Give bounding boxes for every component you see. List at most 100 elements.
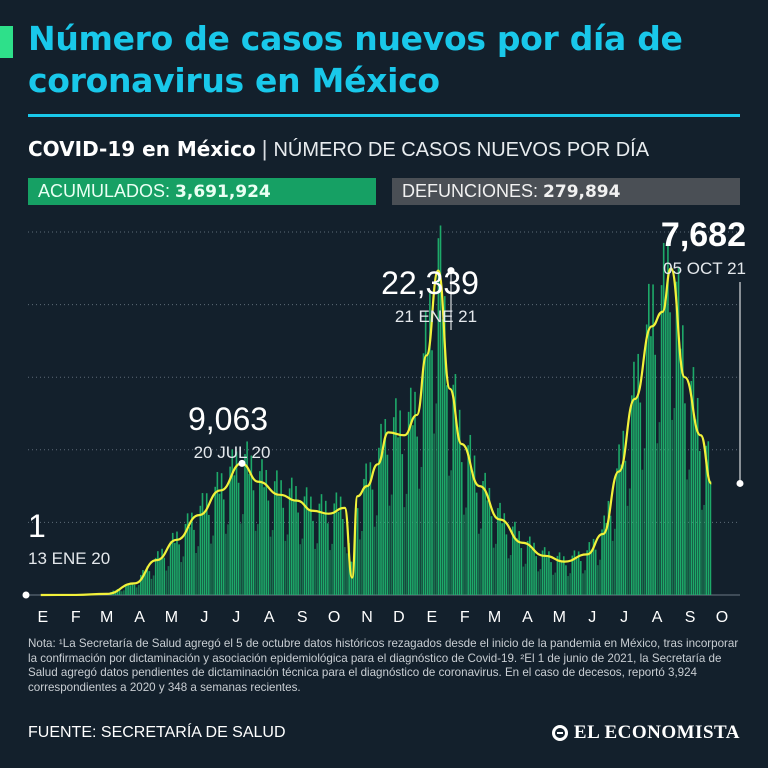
daily-bar — [507, 558, 510, 595]
daily-bar — [261, 459, 263, 595]
daily-bar — [492, 547, 495, 595]
daily-bar — [297, 512, 299, 595]
daily-bar — [131, 582, 134, 595]
daily-bar — [284, 540, 287, 595]
daily-bar — [486, 500, 489, 595]
x-tick-label: N — [361, 609, 373, 626]
daily-bar — [631, 395, 633, 595]
daily-bar — [431, 350, 433, 595]
daily-bar — [450, 470, 452, 595]
daily-bar — [329, 550, 331, 595]
daily-bar — [611, 540, 614, 595]
daily-bar — [543, 547, 546, 595]
daily-bar — [344, 547, 346, 595]
daily-bar — [541, 550, 544, 595]
deaths-value: 279,894 — [543, 182, 621, 202]
daily-bar — [660, 285, 663, 595]
daily-bar — [628, 488, 631, 595]
subtitle-bold: COVID-19 en México — [28, 137, 256, 161]
daily-bar — [671, 419, 673, 595]
daily-bar — [605, 522, 608, 595]
daily-bar — [386, 454, 389, 595]
daily-bar — [537, 571, 540, 595]
daily-bar — [239, 523, 242, 595]
daily-bar — [577, 551, 580, 595]
annotation: 7,682 05 OCT 21 — [661, 216, 746, 487]
daily-bar — [127, 583, 129, 595]
daily-bar — [490, 516, 493, 595]
daily-bar — [142, 570, 144, 595]
daily-bar — [335, 492, 338, 595]
daily-bar — [509, 555, 512, 595]
daily-bar — [295, 486, 297, 595]
x-tick-label: A — [134, 609, 145, 626]
daily-bar — [688, 469, 690, 595]
x-tick-label: M — [553, 609, 566, 626]
daily-bar — [314, 548, 316, 595]
daily-bar — [388, 505, 391, 595]
daily-bar — [588, 542, 591, 595]
daily-bar — [244, 454, 246, 595]
daily-bar — [592, 538, 595, 595]
daily-bar — [305, 487, 308, 595]
daily-bar — [148, 571, 151, 595]
daily-bar — [354, 518, 357, 595]
daily-bar — [235, 451, 238, 595]
x-tick-label: J — [620, 609, 628, 626]
daily-bar — [174, 543, 176, 595]
daily-bar — [307, 509, 310, 595]
daily-bar — [182, 556, 185, 595]
daily-bar — [579, 561, 582, 595]
logo-text: EL ECONOMISTA — [573, 722, 740, 743]
daily-bar — [331, 543, 333, 595]
x-tick-label: J — [200, 609, 208, 626]
chart-annotations: 1 13 ENE 20 9,063 20 JUL 20 22,339 21 ENE 21 7… — [22, 216, 746, 599]
daily-bar — [392, 417, 395, 595]
daily-bar — [567, 576, 569, 595]
daily-bar — [250, 455, 253, 595]
daily-bar — [616, 468, 618, 595]
daily-bar — [371, 489, 374, 595]
subtitle: COVID-19 en México | NÚMERO DE CASOS NUEVO… — [28, 136, 649, 162]
daily-bar — [205, 493, 208, 595]
daily-bar — [441, 319, 444, 595]
daily-bar — [263, 487, 265, 595]
daily-bar — [324, 500, 327, 595]
daily-bar — [227, 524, 229, 595]
daily-bar — [673, 408, 676, 595]
cumulative-label: ACUMULADOS: — [38, 181, 171, 201]
daily-bar — [150, 578, 153, 595]
daily-bar — [242, 514, 244, 595]
daily-bar — [467, 445, 469, 595]
daily-bar — [303, 496, 306, 595]
daily-bar — [484, 472, 486, 595]
daily-bar — [696, 397, 699, 595]
daily-bar — [645, 324, 648, 595]
x-tick-label: O — [328, 609, 340, 626]
accent-bar — [0, 26, 13, 58]
annotation: 1 13 ENE 20 — [22, 508, 110, 599]
daily-bar — [528, 536, 531, 595]
daily-bar — [373, 526, 376, 595]
daily-bar — [125, 585, 127, 595]
daily-bar — [705, 445, 707, 595]
daily-bar — [518, 531, 520, 595]
daily-bar — [550, 562, 552, 595]
daily-bar — [603, 515, 605, 595]
chart-smooth-line — [40, 267, 713, 597]
daily-bar — [159, 557, 161, 595]
cumulative-box: ACUMULADOS: 3,691,924 — [28, 178, 376, 205]
daily-bar — [582, 573, 584, 595]
daily-bar — [409, 387, 412, 595]
daily-bar — [556, 555, 559, 595]
daily-bar — [157, 551, 159, 595]
logo-mark-icon — [551, 725, 568, 741]
daily-bar — [503, 513, 506, 595]
daily-bar — [135, 587, 138, 595]
daily-bar — [259, 471, 261, 595]
daily-bar — [531, 549, 533, 595]
annotation: 9,063 20 JUL 20 — [188, 401, 270, 467]
daily-bar — [475, 492, 478, 595]
daily-bar — [161, 548, 163, 595]
annotation-point — [736, 479, 744, 487]
